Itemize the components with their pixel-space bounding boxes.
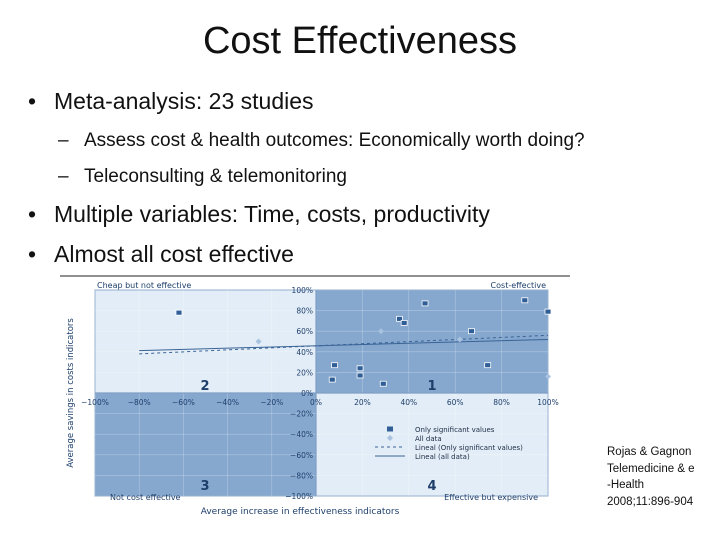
x-tick-label: 60%: [447, 398, 464, 407]
y-tick-label: 20%: [296, 368, 313, 377]
quadrant-2-label: Cheap but not effective: [97, 281, 191, 290]
bullet-meta-analysis: • Meta-analysis: 23 studies: [28, 88, 314, 115]
legend-marker-all: [387, 435, 393, 441]
legend-label: Lineal (Only significant values): [415, 444, 523, 452]
x-tick-label: 20%: [354, 398, 371, 407]
y-axis-title: Average savings in costs indicators: [66, 318, 76, 468]
x-tick-label: 40%: [400, 398, 417, 407]
significant-data-point: [468, 328, 475, 335]
significant-data-point: [400, 320, 408, 326]
significant-data-point: [379, 380, 387, 387]
bullet-cost-effective: • Almost all cost effective: [28, 241, 294, 268]
y-tick-label: −20%: [290, 410, 313, 419]
all-data-point: [377, 328, 384, 335]
significant-data-point: [175, 309, 183, 316]
quadrant-4-area: [316, 393, 548, 496]
y-tick-label: −100%: [285, 492, 313, 501]
x-axis-title: Average increase in effectiveness indica…: [201, 507, 400, 517]
x-tick-label: −80%: [128, 398, 151, 407]
legend-label: All data: [415, 435, 442, 443]
x-tick-label: 100%: [537, 398, 558, 407]
quadrant-4-label: Effective but expensive: [444, 493, 538, 502]
dash-glyph: –: [58, 130, 69, 151]
bullet-text: Almost all cost effective: [54, 241, 294, 267]
quadrant-3-area: [95, 393, 316, 496]
y-tick-label: 0%: [301, 389, 313, 398]
quadrant-2-number: 2: [200, 379, 209, 394]
sub-bullet-text: Assess cost & health outcomes: Economica…: [84, 130, 585, 151]
all-data-point: [456, 336, 463, 343]
dash-glyph: –: [58, 166, 69, 187]
y-tick-label: 40%: [296, 348, 313, 357]
x-tick-label: 0%: [310, 398, 322, 407]
bullet-text: Meta-analysis: 23 studies: [54, 88, 314, 114]
y-tick-label: −40%: [290, 430, 313, 439]
all-data-point: [545, 373, 551, 380]
significant-data-point: [521, 297, 529, 304]
quadrant-2-area: [95, 290, 316, 393]
x-tick-label: −60%: [172, 398, 195, 407]
significant-data-point: [331, 362, 338, 369]
x-tick-label: 80%: [493, 398, 510, 407]
x-tick-label: −20%: [260, 398, 283, 407]
bullet-glyph: •: [28, 88, 37, 114]
quadrant-1-label: Cost-effective: [491, 281, 547, 290]
slide-title: Cost Effectiveness: [202, 20, 517, 62]
quadrant-3-number: 3: [200, 479, 209, 494]
significant-data-point: [356, 365, 364, 372]
cost-effectiveness-plane-chart: −100% −80% −60% −40% −20% 0% 20% 40% 60% 80% 100%1…: [60, 275, 570, 517]
x-tick-label: −100%: [81, 398, 109, 407]
x-tick-label: −40%: [216, 398, 239, 407]
significant-data-point: [356, 372, 364, 379]
legend-marker-significant: [387, 426, 393, 432]
legend-label: Only significant values: [415, 426, 495, 434]
sub-bullet-text: Teleconsulting & telemonitoring: [84, 166, 347, 187]
quadrant-1-area: [316, 290, 548, 393]
y-tick-label: 80%: [296, 307, 313, 316]
sub-bullet-teleconsulting: – Teleconsulting & telemonitoring: [58, 166, 347, 188]
y-tick-label: 100%: [292, 286, 313, 295]
bullet-glyph: •: [28, 241, 37, 267]
sub-bullet-assess: – Assess cost & health outcomes: Economi…: [58, 130, 585, 152]
y-tick-label: −80%: [290, 471, 313, 480]
citation: Rojas & Gagnon Telemedicine & e -Health …: [607, 446, 695, 508]
significant-data-point: [396, 315, 403, 322]
significant-data-point: [328, 376, 336, 383]
y-tick-label: 60%: [296, 327, 313, 336]
bullet-glyph: •: [28, 201, 37, 227]
trendline: [139, 338, 549, 352]
quadrant-3-label: Not cost effective: [110, 493, 181, 502]
y-tick-label: −60%: [290, 451, 313, 460]
quadrant-4-number: 4: [427, 479, 436, 494]
quadrant-1-number: 1: [427, 379, 436, 394]
bullet-variables: • Multiple variables: Time, costs, produ…: [28, 201, 490, 228]
significant-data-point: [484, 362, 492, 369]
legend-label: Lineal (all data): [415, 453, 470, 461]
significant-data-point: [421, 300, 429, 307]
significant-data-point: [544, 308, 552, 315]
bullet-text: Multiple variables: Time, costs, product…: [54, 201, 490, 227]
